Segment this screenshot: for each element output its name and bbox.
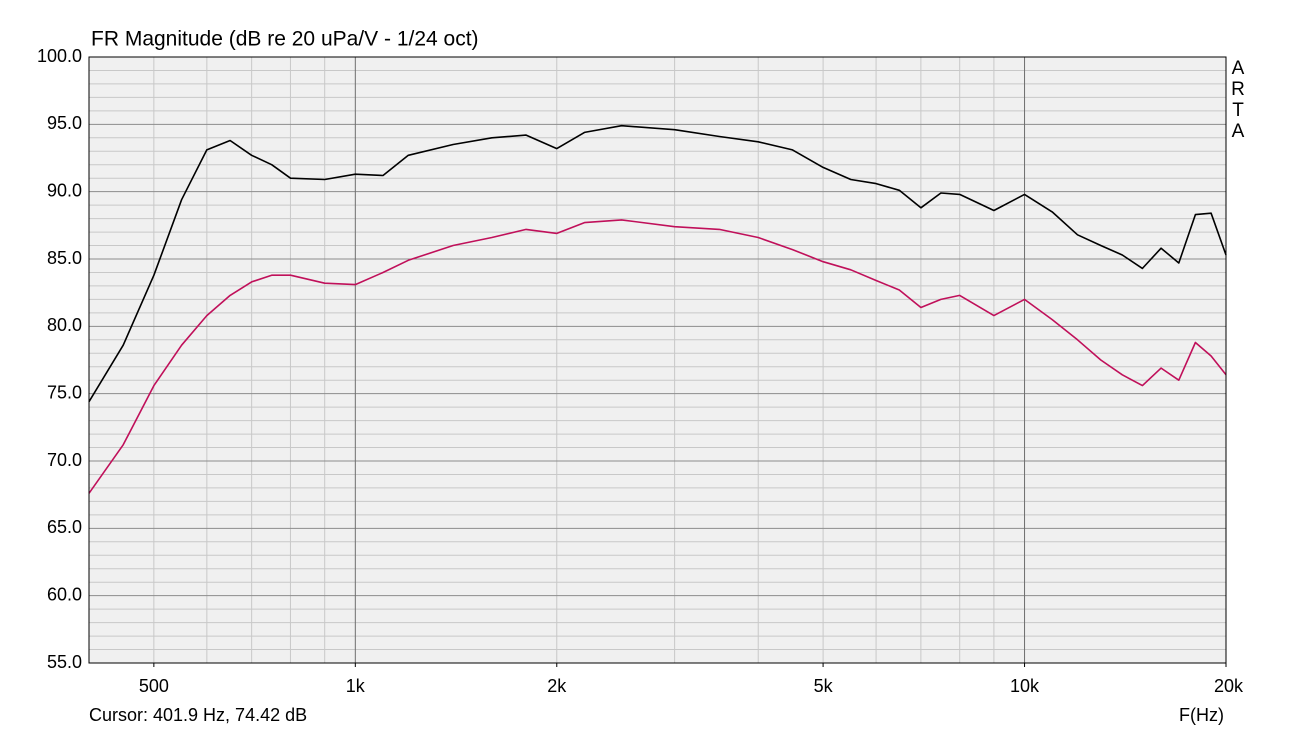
y-tick-label: 60.0 <box>47 584 82 604</box>
x-tick-label: 10k <box>1010 676 1040 696</box>
y-tick-label: 70.0 <box>47 450 82 470</box>
watermark: ARTA <box>1231 58 1245 142</box>
cursor-readout: Cursor: 401.9 Hz, 74.42 dB <box>89 705 307 725</box>
y-tick-label: 95.0 <box>47 113 82 133</box>
x-tick-label: 1k <box>346 676 366 696</box>
y-tick-label: 100.0 <box>37 46 82 66</box>
x-tick-label: 20k <box>1214 676 1244 696</box>
plot-background <box>89 57 1226 663</box>
y-tick-label: 75.0 <box>47 382 82 402</box>
lines <box>88 124 1227 494</box>
series-line <box>88 124 1227 403</box>
y-tick-label: 85.0 <box>47 248 82 268</box>
y-tick-label: 90.0 <box>47 180 82 200</box>
y-tick-label: 55.0 <box>47 652 82 672</box>
series-line <box>88 219 1227 494</box>
y-tick-label: 80.0 <box>47 315 82 335</box>
x-tick-label: 500 <box>139 676 169 696</box>
plot-border <box>88 56 1227 664</box>
chart-title: FR Magnitude (dB re 20 uPa/V - 1/24 oct) <box>91 28 479 51</box>
x-axis-label: F(Hz) <box>1179 705 1224 725</box>
x-tick-label: 5k <box>814 676 834 696</box>
y-tick-label: 65.0 <box>47 517 82 537</box>
x-tick-label: 2k <box>547 676 567 696</box>
